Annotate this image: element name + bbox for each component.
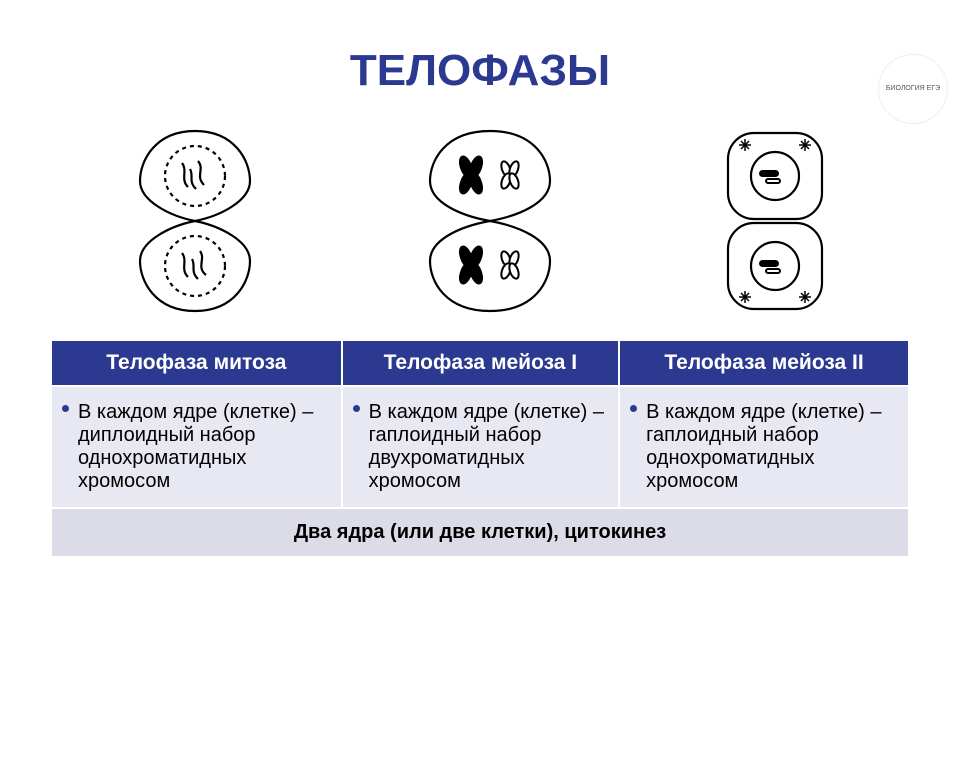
cell-text: В каждом ядре (клетке) – гаплоидный набо… [369,401,604,492]
cell-mitosis: В каждом ядре (клетке) – диплоидный набо… [51,386,342,508]
bullet-icon [353,405,360,412]
col-header-meiosis2: Телофаза мейоза II [619,340,909,386]
col-header-mitosis: Телофаза митоза [51,340,342,386]
logo-text: БИОЛОГИЯ ЕГЭ [886,85,940,93]
cell-meiosis1: В каждом ядре (клетке) – гаплоидный набо… [342,386,619,508]
bullet-icon [62,405,69,412]
diagram-meiosis1 [410,121,570,321]
cell-text: В каждом ядре (клетке) – гаплоидный набо… [646,401,881,492]
table-footer-row: Два ядра (или две клетки), цитокинез [51,508,909,557]
diagram-row [50,121,910,321]
footer-cell: Два ядра (или две клетки), цитокинез [51,508,909,557]
cell-meiosis2: В каждом ядре (клетке) – гаплоидный набо… [619,386,909,508]
diagram-meiosis2 [710,121,840,321]
diagram-mitosis [120,121,270,321]
table-body-row: В каждом ядре (клетке) – диплоидный набо… [51,386,909,508]
bullet-icon [630,405,637,412]
col-header-meiosis1: Телофаза мейоза I [342,340,619,386]
table-header-row: Телофаза митоза Телофаза мейоза I Телофа… [51,340,909,386]
comparison-table: Телофаза митоза Телофаза мейоза I Телофа… [50,339,910,558]
page-title: ТЕЛОФАЗЫ [0,46,960,96]
cell-text: В каждом ядре (клетке) – диплоидный набо… [78,401,313,492]
logo-badge: БИОЛОГИЯ ЕГЭ [878,54,948,124]
